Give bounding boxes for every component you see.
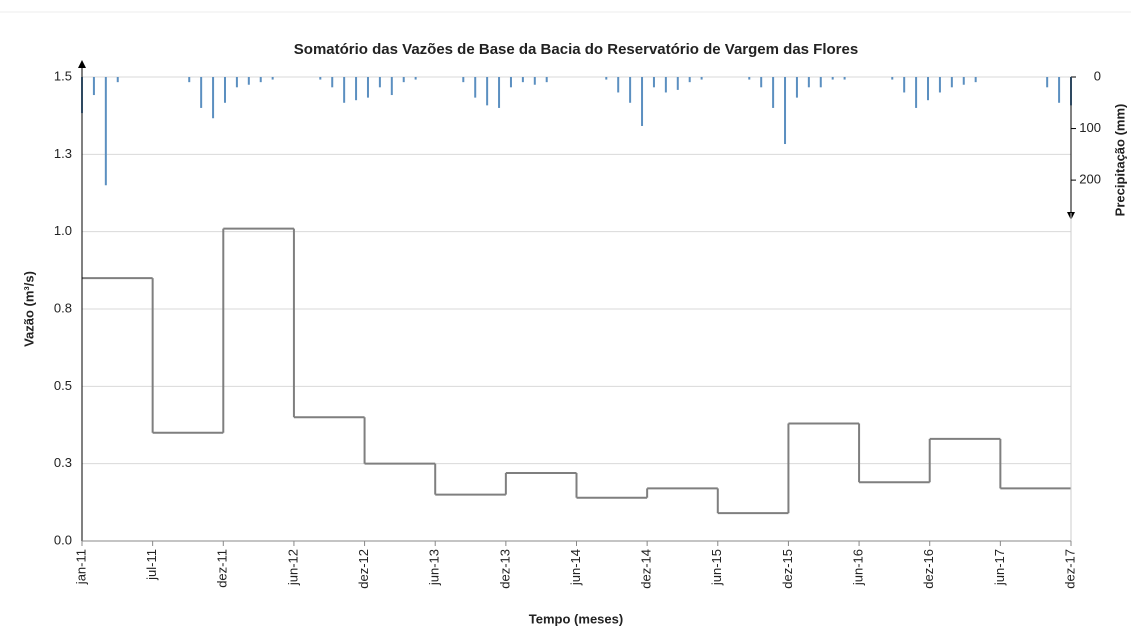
precipitation-bar	[223, 77, 226, 103]
precipitation-bar	[629, 77, 632, 103]
x-tick-label: dez-13	[497, 549, 512, 589]
precipitation-bar	[355, 77, 358, 101]
precipitation-bar	[259, 77, 262, 83]
precipitation-bar	[498, 77, 501, 108]
precipitation-bar	[676, 77, 679, 90]
precipitation-bar	[188, 77, 191, 83]
x-tick-label: dez-17	[1062, 549, 1077, 589]
y-tick-label: 0.5	[54, 378, 72, 393]
x-tick-label: jun-14	[568, 549, 583, 586]
precipitation-bar	[366, 77, 369, 98]
precipitation-bar	[390, 77, 393, 96]
y-tick-label: 1.0	[54, 223, 72, 238]
precipitation-bar	[605, 77, 608, 80]
y-axis-arrow	[78, 60, 86, 68]
precipitation-bar	[748, 77, 751, 80]
y2-axis-title: Precipitação (mm)	[1112, 104, 1127, 217]
precipitation-bar	[807, 77, 810, 88]
precipitation-bar	[235, 77, 238, 88]
y-tick-label: 1.5	[54, 68, 72, 83]
y2-tick-label: 0	[1094, 68, 1101, 83]
precipitation-bar	[843, 77, 846, 80]
precipitation-bar	[938, 77, 941, 93]
precipitation-bar	[891, 77, 894, 80]
x-tick-label: dez-12	[356, 549, 371, 589]
precipitation-bar	[343, 77, 346, 103]
precipitation-bar	[521, 77, 524, 83]
precipitation-bar	[831, 77, 834, 80]
y-tick-label: 0.3	[54, 455, 72, 470]
precipitation-bar	[474, 77, 477, 98]
x-tick-label: jun-17	[992, 549, 1007, 586]
precipitation-bar	[533, 77, 536, 85]
precipitation-bar	[903, 77, 906, 93]
precipitation-bar	[200, 77, 203, 108]
precipitation-bar	[414, 77, 417, 80]
precipitation-bar	[915, 77, 918, 108]
precipitation-bar	[462, 77, 465, 83]
precipitation-bar	[271, 77, 274, 80]
precipitation-bar	[509, 77, 512, 88]
precipitation-bar	[92, 77, 95, 96]
y-tick-label: 0.0	[54, 532, 72, 547]
y-axis-title: Vazão (m³/s)	[21, 271, 36, 347]
precipitation-bar	[116, 77, 119, 83]
x-tick-label: jun-12	[285, 549, 300, 586]
x-tick-label: dez-16	[921, 549, 936, 589]
x-tick-label: jan-11	[73, 549, 88, 585]
precipitation-bar	[378, 77, 381, 88]
precipitation-bar	[664, 77, 667, 93]
precipitation-bar	[700, 77, 703, 80]
x-tick-label: dez-14	[639, 549, 654, 589]
precipitation-bar	[1046, 77, 1049, 88]
precipitation-bar	[652, 77, 655, 88]
precipitation-bar	[974, 77, 977, 83]
y-tick-label: 1.3	[54, 146, 72, 161]
precipitation-bar	[962, 77, 965, 85]
precipitation-bar	[212, 77, 215, 119]
precipitation-bar	[331, 77, 334, 88]
precipitation-bar	[760, 77, 763, 88]
x-tick-label: dez-11	[215, 549, 230, 588]
precipitation-bar	[1058, 77, 1061, 103]
x-tick-label: jun-15	[709, 549, 724, 586]
y2-tick-label: 200	[1079, 172, 1101, 187]
chart-title: Somatório das Vazões de Base da Bacia do…	[294, 41, 858, 58]
precipitation-bar	[486, 77, 489, 106]
precipitation-bar	[795, 77, 798, 98]
precipitation-bar	[641, 77, 644, 126]
precipitation-bar	[927, 77, 930, 101]
y2-tick-label: 100	[1079, 120, 1101, 135]
x-tick-label: jul-11	[144, 549, 159, 581]
y-tick-label: 0.8	[54, 300, 72, 315]
precipitation-bar	[688, 77, 691, 83]
precipitation-bar	[617, 77, 620, 93]
precipitation-bar	[402, 77, 405, 83]
precipitation-bar	[104, 77, 107, 186]
precipitation-bar	[247, 77, 250, 85]
precipitation-bar	[950, 77, 953, 88]
precipitation-bar	[819, 77, 822, 88]
x-tick-label: dez-15	[780, 549, 795, 589]
precipitation-bar	[319, 77, 322, 80]
precipitation-bar	[545, 77, 548, 83]
plot: 0.0 0.3 0.5 0.8 1.0 1.3 1.5 0 100 200 jan-11 jul-11…	[54, 68, 1101, 588]
x-tick-label: jun-13	[427, 549, 442, 586]
x-tick-label: jun-16	[851, 549, 866, 586]
precipitation-bar	[784, 77, 787, 145]
x-axis-title: Tempo (meses)	[529, 611, 623, 626]
precipitation-bar	[772, 77, 775, 108]
